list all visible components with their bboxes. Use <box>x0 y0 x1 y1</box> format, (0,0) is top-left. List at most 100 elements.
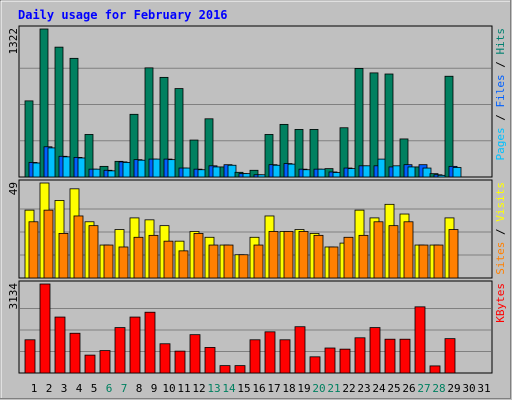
bar-kbytes-day-3 <box>54 316 66 374</box>
legend-text: Files <box>494 74 507 107</box>
x-tick-label: 1 <box>31 382 38 395</box>
bar-kbytes-day-25 <box>384 338 396 374</box>
bar-sites-day-24 <box>373 221 384 279</box>
legend-text: Sites <box>494 242 507 275</box>
bar-pages-day-27 <box>422 167 432 178</box>
series-legend-label: Pages / Files / Hits <box>494 28 507 161</box>
bar-kbytes-day-11 <box>174 350 186 374</box>
bar-sites-day-1 <box>28 221 39 279</box>
legend-text: / <box>494 55 507 75</box>
bar-kbytes-day-12 <box>189 334 201 374</box>
bar-kbytes-day-20 <box>309 356 321 374</box>
x-tick-label: 29 <box>447 382 460 395</box>
y-max-label: 1322 <box>7 28 20 55</box>
x-tick-label: 6 <box>106 382 113 395</box>
x-tick-label: 24 <box>372 382 386 395</box>
x-tick-label: 16 <box>252 382 265 395</box>
bar-kbytes-day-5 <box>84 354 96 374</box>
bar-kbytes-day-27 <box>414 306 426 374</box>
bar-hits-day-29 <box>444 75 454 178</box>
bar-kbytes-day-29 <box>444 338 456 374</box>
bar-sites-day-16 <box>253 244 264 279</box>
x-tick-label: 26 <box>402 382 415 395</box>
bar-kbytes-day-14 <box>219 365 231 374</box>
bar-sites-day-5 <box>88 225 99 279</box>
bar-sites-day-27 <box>418 244 429 279</box>
bar-sites-day-19 <box>298 231 309 279</box>
panel-3: 3134 KBytes <box>7 280 507 374</box>
bar-hits-day-24 <box>369 72 379 178</box>
panel-background <box>18 25 493 178</box>
bar-kbytes-day-13 <box>204 347 216 374</box>
chart-title: Daily usage for February 2016 <box>18 8 228 22</box>
bar-sites-day-8 <box>133 236 144 279</box>
legend-text: Pages <box>494 127 507 160</box>
legend-text: / <box>494 108 507 128</box>
x-tick-label: 19 <box>297 382 310 395</box>
bar-kbytes-day-4 <box>69 332 81 374</box>
bar-sites-day-12 <box>193 233 204 279</box>
x-tick-label: 5 <box>91 382 98 395</box>
bar-sites-day-7 <box>118 246 129 279</box>
legend-text: KBytes <box>494 283 507 323</box>
bar-kbytes-day-16 <box>249 339 261 374</box>
legend-text: / <box>494 222 507 242</box>
legend-text: Visits <box>494 182 507 222</box>
x-tick-label: 23 <box>357 382 370 395</box>
bar-kbytes-day-8 <box>129 316 141 374</box>
x-tick-label: 13 <box>207 382 220 395</box>
bar-kbytes-day-21 <box>324 347 336 374</box>
bar-kbytes-day-15 <box>234 365 246 374</box>
bar-kbytes-day-26 <box>399 338 411 374</box>
bar-sites-day-4 <box>73 215 84 279</box>
series-legend-label: KBytes <box>494 283 507 323</box>
bar-kbytes-day-2 <box>39 283 51 374</box>
bar-kbytes-day-28 <box>429 365 441 374</box>
x-tick-label: 27 <box>417 382 430 395</box>
bar-kbytes-day-6 <box>99 350 111 374</box>
x-tick-label: 9 <box>151 382 158 395</box>
bar-kbytes-day-7 <box>114 327 126 374</box>
panel-1: 1322 Pages / Files / Hits <box>7 25 507 178</box>
x-tick-label: 22 <box>342 382 355 395</box>
bar-sites-day-6 <box>103 244 114 279</box>
y-max-label: 49 <box>7 182 20 195</box>
bar-sites-day-11 <box>178 250 189 279</box>
x-tick-label: 7 <box>121 382 128 395</box>
bar-kbytes-day-18 <box>279 339 291 374</box>
bar-sites-day-15 <box>238 254 249 279</box>
bar-hits-day-25 <box>384 73 394 178</box>
bar-sites-day-26 <box>403 221 414 279</box>
x-tick-label: 4 <box>76 382 83 395</box>
x-tick-label: 21 <box>327 382 340 395</box>
x-tick-label: 8 <box>136 382 143 395</box>
x-tick-label: 28 <box>432 382 445 395</box>
bar-sites-day-17 <box>268 231 279 279</box>
bar-kbytes-day-23 <box>354 337 366 374</box>
bar-kbytes-day-17 <box>264 331 276 374</box>
bar-sites-day-18 <box>283 231 294 279</box>
chart-panels: 1322 Pages / Files / Hits 49 Sites / Visits… <box>7 25 507 374</box>
x-tick-label: 31 <box>477 382 490 395</box>
x-tick-label: 17 <box>267 382 280 395</box>
x-tick-label: 25 <box>387 382 400 395</box>
bar-sites-day-2 <box>43 209 54 279</box>
bar-pages-day-29 <box>452 167 462 178</box>
bar-sites-day-21 <box>328 246 339 279</box>
x-axis-labels: 1 2 3 4 5 6 7 8 9 10 11 12 13 14 15 16 17 18 19 20 21 22 23 24 2… <box>31 382 491 395</box>
x-tick-label: 18 <box>282 382 295 395</box>
x-tick-label: 30 <box>462 382 475 395</box>
bar-sites-day-22 <box>343 236 354 279</box>
legend-text: Hits <box>494 28 507 55</box>
x-tick-label: 3 <box>61 382 68 395</box>
bar-kbytes-day-22 <box>339 348 351 374</box>
x-tick-label: 15 <box>237 382 250 395</box>
bar-sites-day-25 <box>388 225 399 279</box>
x-tick-label: 11 <box>177 382 190 395</box>
bar-sites-day-29 <box>448 229 459 279</box>
bar-sites-day-3 <box>58 233 69 279</box>
series-legend-label: Sites / Visits <box>494 182 507 275</box>
bar-sites-day-9 <box>148 234 159 279</box>
panel-2: 49 Sites / Visits <box>7 179 507 279</box>
